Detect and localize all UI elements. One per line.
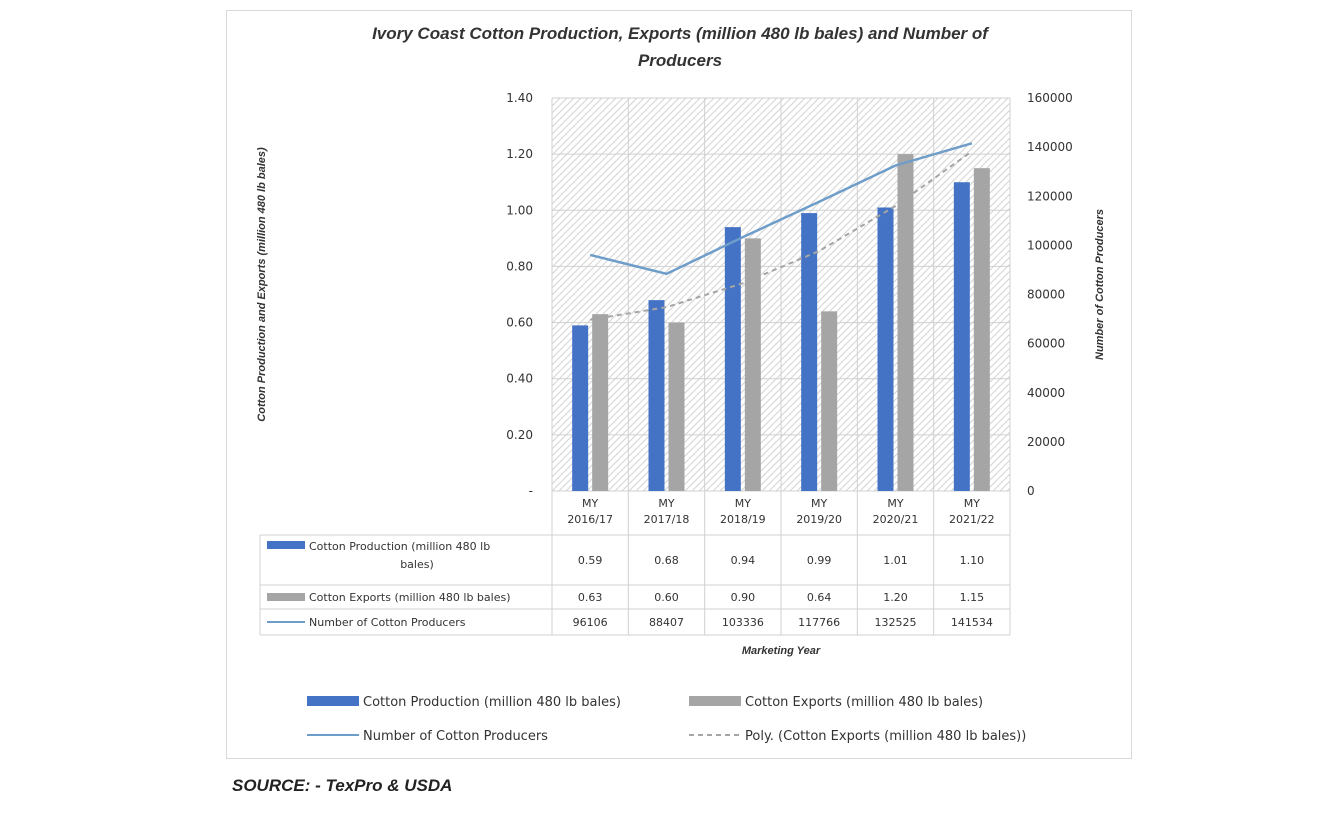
table-cell-value: 0.63 — [578, 591, 603, 604]
y-axis-tick-label: 0.40 — [506, 372, 533, 386]
y2-axis-tick-label: 0 — [1027, 484, 1035, 498]
table-row-header: Number of Cotton Producers — [309, 616, 466, 629]
legend-key — [689, 696, 741, 706]
exports-bar — [897, 154, 914, 491]
table-cell-value: 96106 — [573, 616, 608, 629]
y2-axis-tick-label: 160000 — [1027, 91, 1073, 105]
y-axis-tick-label: 1.40 — [506, 91, 533, 105]
y2-axis-tick-label: 120000 — [1027, 189, 1073, 203]
table-row-header: Cotton Production (million 480 lb — [309, 540, 490, 553]
y-axis-tick-label: 1.00 — [506, 203, 533, 217]
y2-axis-tick-label: 140000 — [1027, 140, 1073, 154]
production-bar — [648, 300, 665, 491]
production-bar — [724, 227, 741, 491]
legend-label: Poly. (Cotton Exports (million 480 lb ba… — [745, 729, 1026, 744]
table-cell-value: 0.99 — [807, 554, 832, 567]
category-label-line2: 2016/17 — [567, 513, 613, 526]
category-label-line2: 2017/18 — [644, 513, 690, 526]
producers-line — [589, 142, 973, 276]
exports-bar — [821, 311, 838, 491]
table-legend-key — [267, 593, 305, 601]
exports-bar — [744, 238, 761, 491]
table-row-header: Cotton Exports (million 480 lb bales) — [309, 591, 511, 604]
table-cell-value: 0.68 — [654, 554, 679, 567]
category-label-line1: MY — [582, 497, 598, 510]
table-cell-value: 132525 — [875, 616, 917, 629]
y-axis-tick-label: 1.20 — [506, 147, 533, 161]
category-label-line2: 2019/20 — [796, 513, 842, 526]
production-bar — [572, 325, 589, 491]
chart-title-line2: Producers — [638, 51, 722, 70]
table-cell-value: 1.20 — [883, 591, 908, 604]
table-cell-value: 1.01 — [883, 554, 908, 567]
table-cell-value: 1.15 — [960, 591, 985, 604]
category-label-line2: 2021/22 — [949, 513, 995, 526]
y-axis-tick-label: 0.80 — [506, 259, 533, 273]
y-axis-title: Cotton Production and Exports (million 4… — [256, 147, 268, 422]
y2-axis-tick-label: 60000 — [1027, 337, 1065, 351]
legend-label: Number of Cotton Producers — [363, 729, 548, 744]
category-label-line1: MY — [887, 497, 903, 510]
legend-key — [307, 696, 359, 706]
table-cell-value: 0.94 — [731, 554, 756, 567]
chart-title-line1: Ivory Coast Cotton Production, Exports (… — [372, 24, 990, 43]
exports-bar — [592, 314, 609, 491]
table-cell-value: 0.90 — [731, 591, 756, 604]
category-label-line1: MY — [811, 497, 827, 510]
table-cell-value: 0.59 — [578, 554, 603, 567]
chart-frame: Ivory Coast Cotton Production, Exports (… — [226, 10, 1132, 759]
table-cell-value: 103336 — [722, 616, 764, 629]
y-axis-tick-label: - — [529, 484, 533, 498]
chart-svg: Ivory Coast Cotton Production, Exports (… — [256, 24, 1106, 744]
exports-bar — [668, 322, 685, 491]
category-label-line1: MY — [658, 497, 674, 510]
table-cell-value: 0.60 — [654, 591, 679, 604]
y2-axis-title: Number of Cotton Producers — [1094, 209, 1106, 360]
table-legend-key — [267, 541, 305, 549]
y2-axis-tick-label: 80000 — [1027, 288, 1065, 302]
production-bar — [877, 207, 894, 491]
table-cell-value: 141534 — [951, 616, 993, 629]
legend-label: Cotton Production (million 480 lb bales) — [363, 695, 621, 710]
legend-label: Cotton Exports (million 480 lb bales) — [745, 695, 983, 710]
table-cell-value: 117766 — [798, 616, 840, 629]
table-row-header: bales) — [400, 558, 434, 571]
category-label-line2: 2020/21 — [873, 513, 919, 526]
category-label-line2: 2018/19 — [720, 513, 766, 526]
y-axis-tick-label: 0.60 — [506, 316, 533, 330]
category-label-line1: MY — [735, 497, 751, 510]
table-cell-value: 88407 — [649, 616, 684, 629]
table-cell-value: 1.10 — [960, 554, 985, 567]
y2-axis-tick-label: 100000 — [1027, 238, 1073, 252]
category-label-line1: MY — [964, 497, 980, 510]
exports-trendline — [590, 150, 973, 321]
source-note: SOURCE: - TexPro & USDA — [232, 776, 453, 795]
x-axis-title: Marketing Year — [742, 645, 821, 657]
production-bar — [801, 213, 818, 492]
exports-bar — [973, 168, 990, 491]
y2-axis-tick-label: 20000 — [1027, 435, 1065, 449]
y-axis-tick-label: 0.20 — [506, 428, 533, 442]
table-cell-value: 0.64 — [807, 591, 832, 604]
y2-axis-tick-label: 40000 — [1027, 386, 1065, 400]
production-bar — [953, 182, 970, 491]
